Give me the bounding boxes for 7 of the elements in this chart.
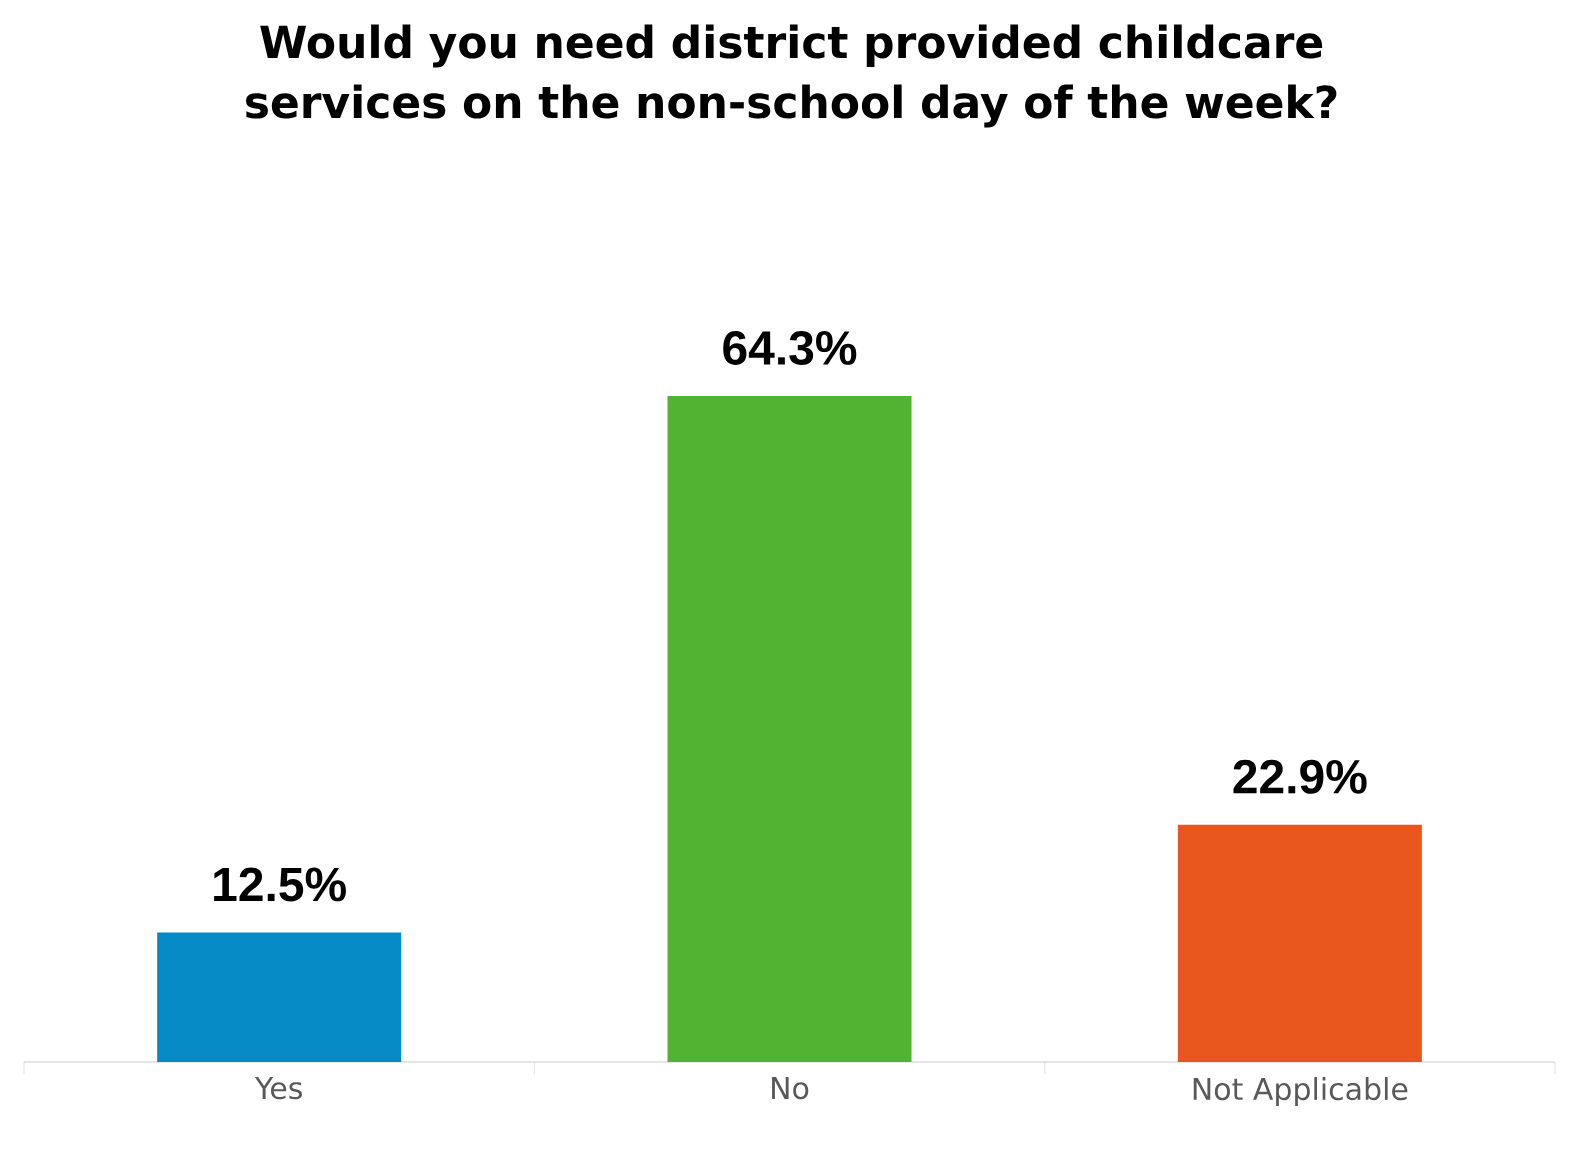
chart-title: Would you need district provided childcare services on the non-school day of the week? <box>246 24 1337 128</box>
data-label: 64.3% <box>723 330 857 366</box>
data-label: 12.5% <box>214 867 346 902</box>
x-tick-label: Yes <box>254 1077 302 1100</box>
x-tick-label: No <box>772 1077 809 1100</box>
data-label: 22.9% <box>1233 759 1367 794</box>
x-tick-label: Not Applicable <box>1193 1077 1408 1107</box>
